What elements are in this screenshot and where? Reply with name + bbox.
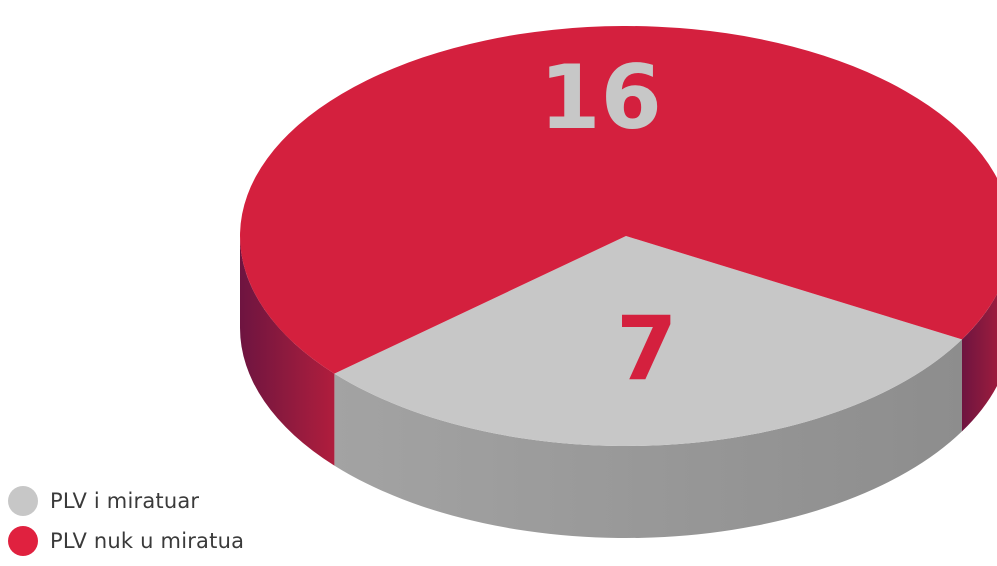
legend-item-not-approved: PLV nuk u miratua	[8, 524, 244, 558]
legend-swatch-grey	[8, 486, 38, 516]
pie-data-label-1: 16	[539, 46, 661, 149]
pie-slice-0	[334, 236, 962, 447]
pie-labels: 7 16	[539, 46, 677, 400]
pie-data-label-0: 7	[616, 297, 677, 400]
legend: PLV i miratuar PLV nuk u miratua	[8, 484, 244, 564]
pie-tops	[239, 26, 997, 447]
pie-slice-1	[239, 26, 997, 374]
pie-side-0-0	[334, 339, 962, 538]
legend-swatch-red	[8, 526, 38, 556]
pie-sides	[240, 236, 997, 538]
legend-label-not-approved: PLV nuk u miratua	[50, 529, 245, 553]
pie-side-1-0	[240, 236, 335, 466]
legend-item-approved: PLV i miratuar	[8, 484, 244, 518]
legend-label-approved: PLV i miratuar	[50, 489, 200, 513]
pie-side-1-1	[961, 293, 997, 432]
